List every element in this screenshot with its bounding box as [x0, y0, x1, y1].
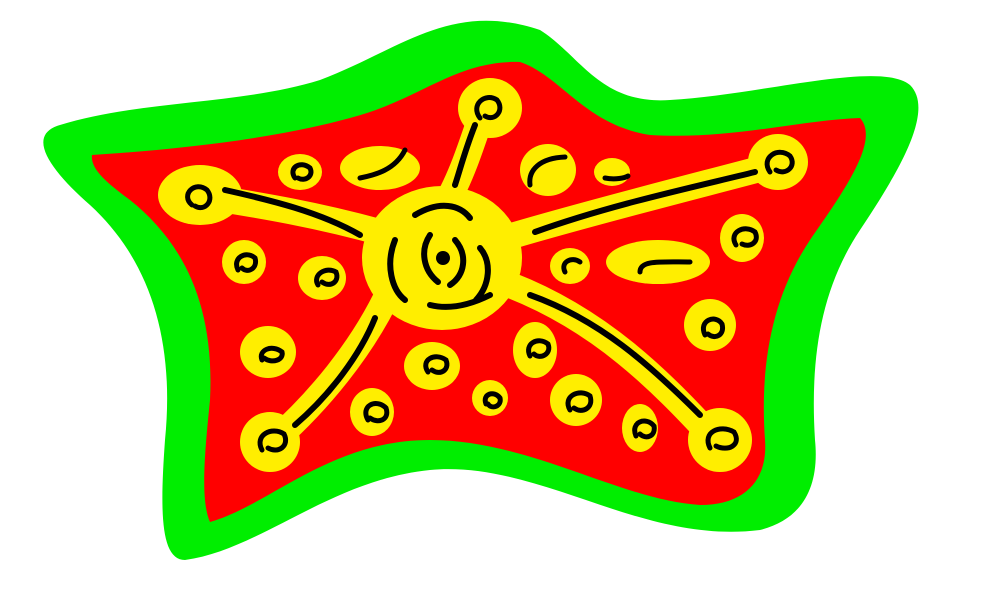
yellow-spots [158, 78, 808, 472]
spot-swirls [185, 95, 795, 453]
arm-lines [222, 122, 758, 428]
center-disc [362, 186, 522, 330]
